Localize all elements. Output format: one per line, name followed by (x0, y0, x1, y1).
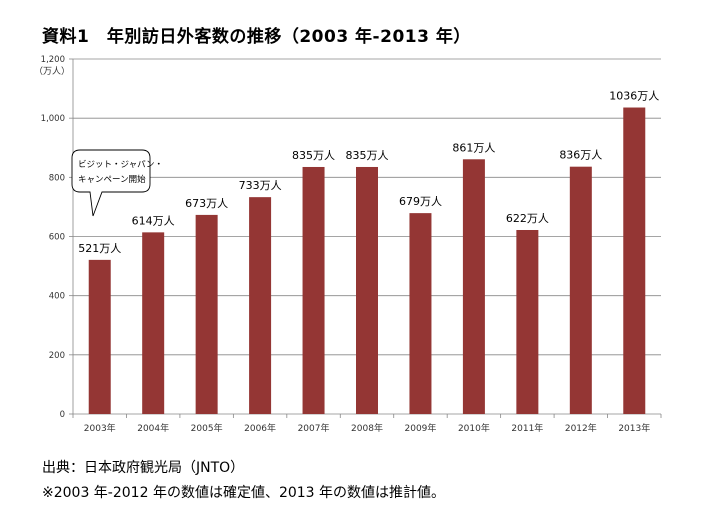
data-label: 836万人 (559, 149, 602, 162)
y-tick-label: 200 (49, 351, 65, 361)
bars (88, 107, 646, 415)
bar (516, 229, 539, 414)
x-tick-label: 2006年 (244, 422, 276, 434)
callout-text: ビジット・ジャパン・ (78, 160, 163, 170)
callout-text: キャンペーン開始 (78, 174, 146, 185)
data-label: 733万人 (239, 179, 282, 192)
x-tick-label: 2011年 (511, 422, 543, 434)
y-tick-label: 0 (60, 410, 65, 420)
data-label: 614万人 (132, 214, 175, 227)
x-tick-label: 2008年 (351, 422, 383, 434)
x-tick-label: 2010年 (458, 422, 490, 434)
bar (462, 159, 485, 414)
x-tick-label: 2013年 (618, 422, 650, 434)
y-axis-unit: （万人） (34, 66, 70, 77)
y-tick-label: 400 (49, 292, 65, 302)
x-tick-label: 2009年 (405, 422, 437, 434)
axes: 0 200 400 600 800 1,000 1,200（万人） 2003年 2004年 200… (34, 55, 662, 434)
data-note: ※2003 年-2012 年の数値は確定値、2013 年の数値は推計値。 (42, 485, 446, 501)
x-tick-label: 2003年 (84, 422, 116, 434)
data-label: 622万人 (506, 212, 549, 225)
bar (569, 166, 592, 414)
data-label: 1036万人 (609, 90, 659, 103)
page-title: 資料1 年別訪日外客数の推移（2003 年-2013 年） (42, 27, 471, 47)
y-tick-label: 1,200 (41, 55, 65, 65)
x-tick-label: 2007年 (298, 422, 330, 434)
x-tick-label: 2012年 (565, 422, 597, 434)
data-label: 673万人 (185, 197, 228, 210)
bar (249, 197, 272, 414)
bar (623, 107, 646, 415)
data-label: 835万人 (346, 149, 389, 162)
footer: 出典：日本政府観光局（JNTO） ※2003 年-2012 年の数値は確定値、2… (42, 456, 445, 506)
bar (195, 214, 218, 414)
y-tick-label: 1,000 (41, 114, 65, 124)
x-tick-label: 2005年 (191, 422, 223, 434)
bar (356, 166, 378, 414)
data-label: 835万人 (292, 149, 335, 162)
bar (88, 259, 111, 414)
bar (142, 232, 165, 414)
y-tick-label: 600 (49, 233, 65, 243)
bar (302, 166, 325, 414)
callout-bubble (71, 149, 151, 217)
bar-chart: 0 200 400 600 800 1,000 1,200（万人） 2003年 2004年 200… (34, 55, 662, 434)
source-note: 出典：日本政府観光局（JNTO） (42, 460, 245, 476)
data-label: 679万人 (399, 195, 442, 208)
data-labels: 521万人 614万人 673万人 733万人 835万人 835万人 679万人 861万人… (78, 90, 659, 255)
y-tick-label: 800 (49, 173, 65, 183)
x-tick-label: 2004年 (137, 422, 169, 434)
annotation-callout: ビジット・ジャパン・キャンペーン開始 (71, 149, 163, 217)
data-label: 861万人 (452, 141, 495, 154)
bar (409, 213, 432, 414)
data-label: 521万人 (78, 242, 121, 255)
